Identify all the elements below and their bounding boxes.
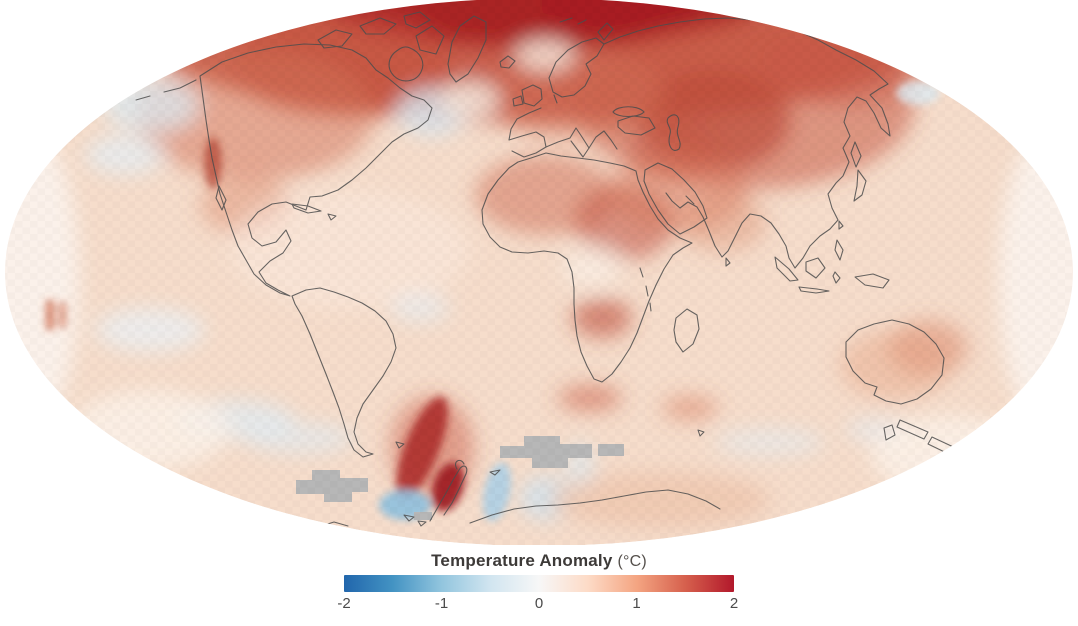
world-map-container xyxy=(5,0,1073,546)
legend-title-text: Temperature Anomaly xyxy=(431,551,613,570)
colorbar xyxy=(344,575,734,592)
tick-label: -1 xyxy=(434,595,449,612)
tick-label: -2 xyxy=(337,595,351,612)
tick-label: 0 xyxy=(534,595,544,612)
tick-label: 2 xyxy=(729,595,739,612)
legend-units: (°C) xyxy=(617,553,647,570)
colorbar-ticks: -2 -1 0 1 2 xyxy=(337,595,738,613)
cell-texture xyxy=(5,0,1073,545)
world-map xyxy=(5,0,1073,546)
legend: Temperature Anomaly (°C) -2 -1 0 1 2 xyxy=(0,551,1078,613)
legend-title: Temperature Anomaly (°C) xyxy=(0,551,1078,571)
tick-label: 1 xyxy=(632,595,641,612)
coastlines xyxy=(29,11,963,532)
